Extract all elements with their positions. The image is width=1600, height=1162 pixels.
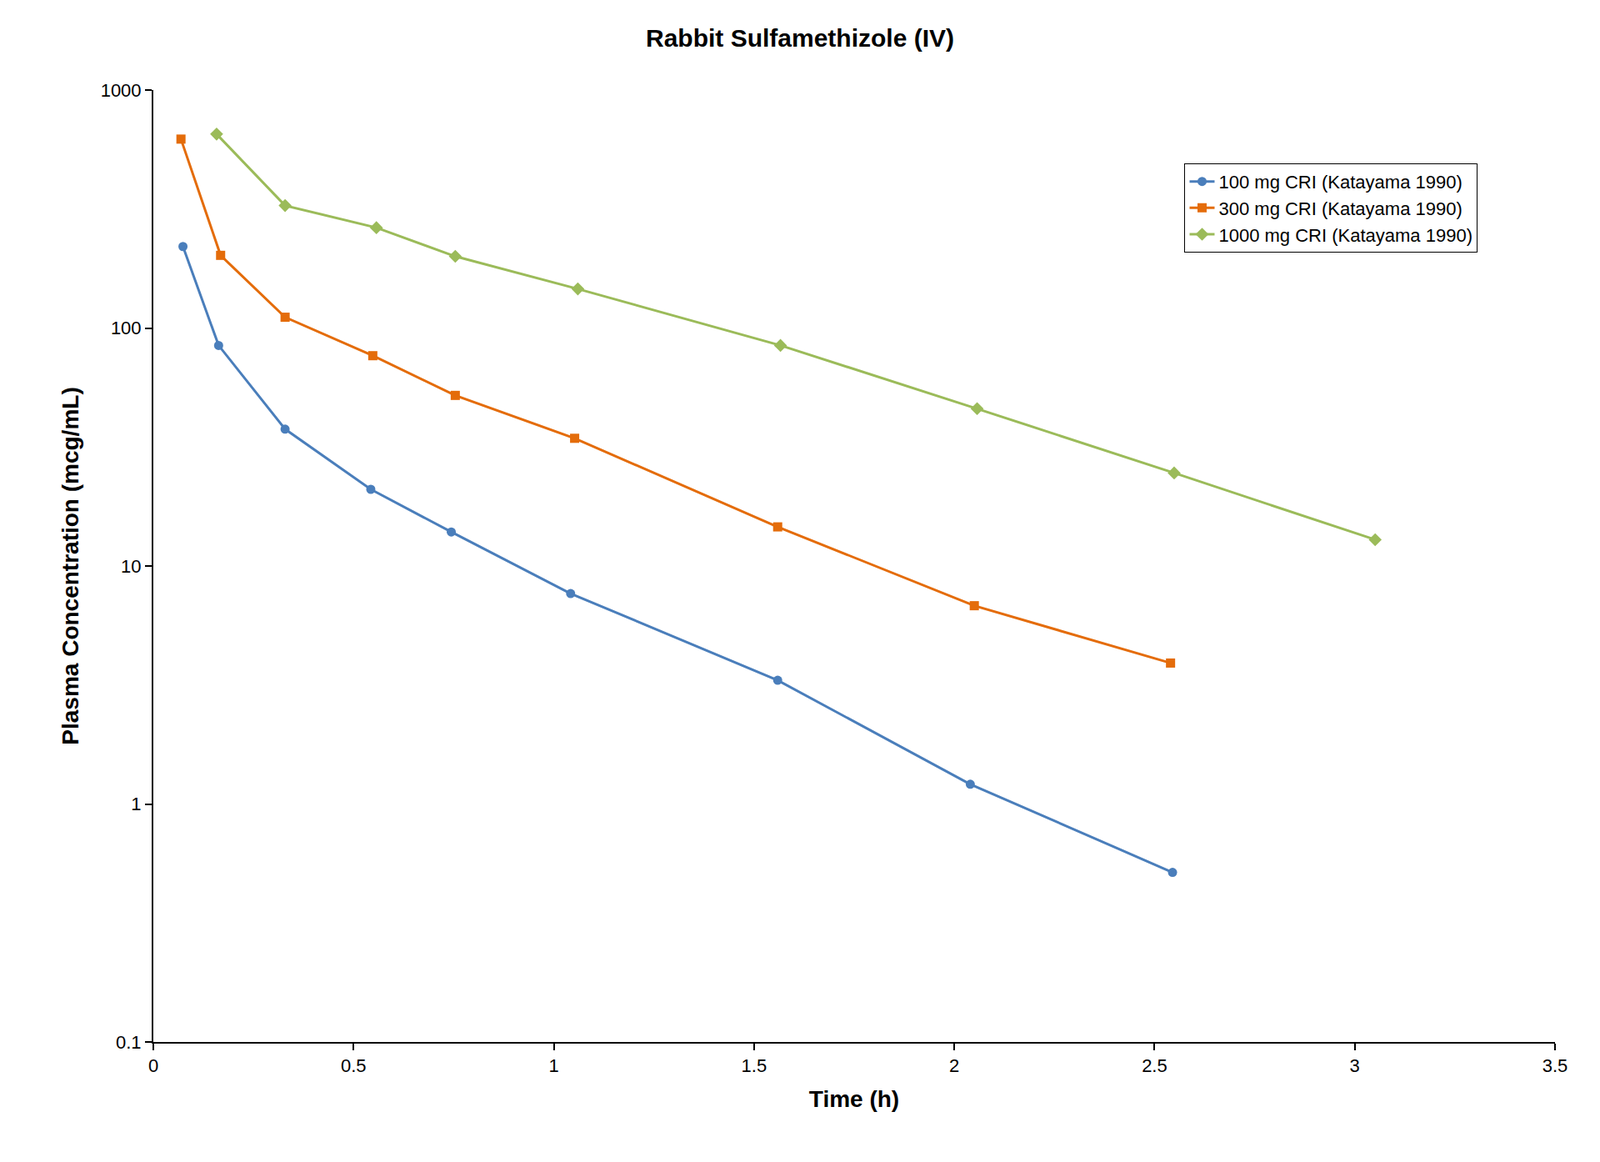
svg-text:0: 0: [148, 1055, 159, 1076]
svg-text:1000: 1000: [100, 80, 142, 101]
svg-text:100 mg CRI (Katayama 1990): 100 mg CRI (Katayama 1990): [1218, 171, 1462, 193]
svg-text:300 mg CRI (Katayama 1990): 300 mg CRI (Katayama 1990): [1218, 198, 1462, 220]
svg-text:1000 mg CRI (Katayama 1990): 1000 mg CRI (Katayama 1990): [1218, 225, 1473, 246]
svg-text:10: 10: [120, 555, 141, 577]
svg-text:100: 100: [110, 317, 142, 339]
svg-text:2.5: 2.5: [1141, 1055, 1168, 1076]
svg-text:1.5: 1.5: [741, 1055, 768, 1076]
svg-text:1: 1: [130, 793, 141, 815]
svg-text:3.5: 3.5: [1542, 1055, 1569, 1076]
svg-text:Rabbit Sulfamethizole (IV): Rabbit Sulfamethizole (IV): [645, 24, 955, 52]
svg-text:0.1: 0.1: [115, 1031, 142, 1053]
svg-text:1: 1: [548, 1055, 559, 1076]
svg-text:0.5: 0.5: [340, 1055, 367, 1076]
svg-text:2: 2: [949, 1055, 960, 1076]
svg-text:Plasma Concentration (mcg/mL): Plasma Concentration (mcg/mL): [57, 386, 84, 745]
svg-text:Time (h): Time (h): [809, 1085, 900, 1112]
svg-text:3: 3: [1350, 1055, 1360, 1076]
